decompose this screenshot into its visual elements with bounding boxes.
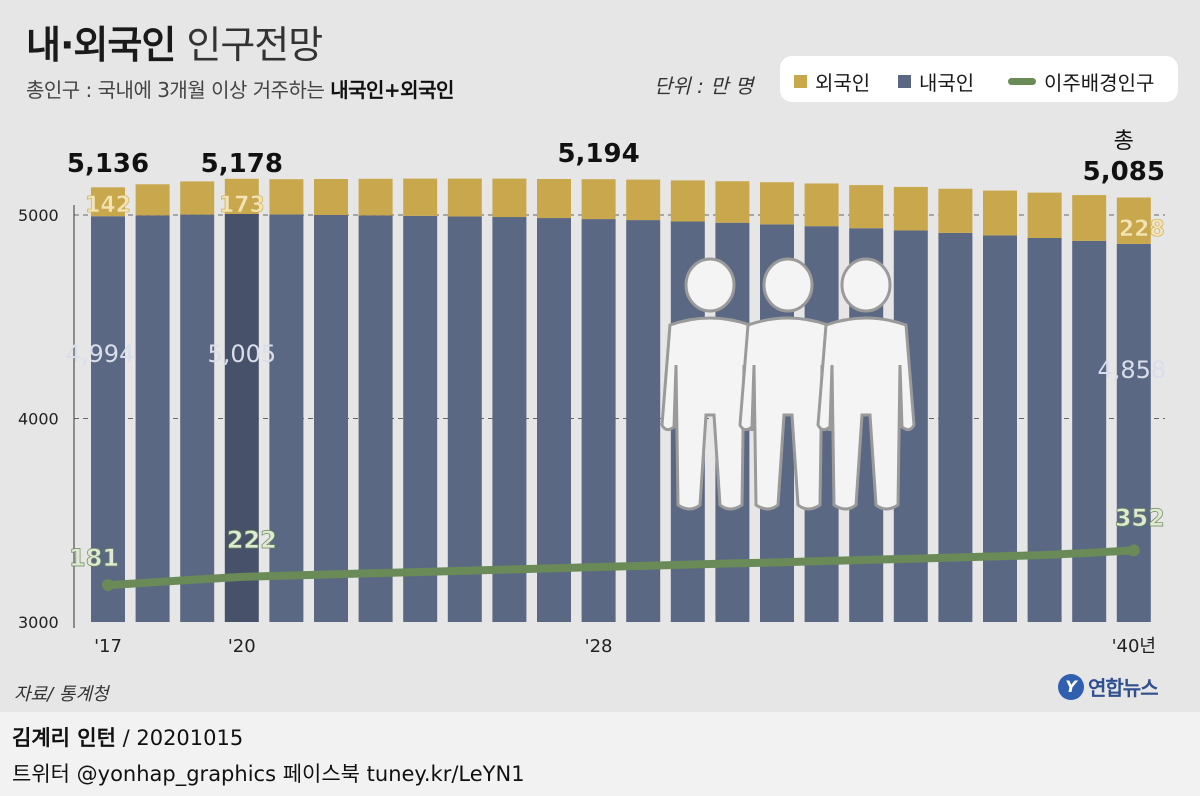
bar-domestic-2019: [180, 214, 215, 622]
y-tick-label-5000: 5000: [18, 206, 59, 225]
migrant-label-2020: 222: [227, 526, 277, 554]
bar-domestic-2036: [938, 232, 973, 622]
total-prefix-label: 총: [1114, 129, 1134, 154]
bar-foreign-2019: [180, 181, 215, 215]
migrant-label-2040: 352: [1115, 504, 1165, 532]
line-layer: [102, 544, 1140, 592]
bar-domestic-2025: [447, 216, 482, 622]
bar-foreign-2027: [537, 178, 571, 219]
logo-text: 연합뉴스: [1088, 676, 1159, 700]
x-tick-label-'40년: '40년: [1112, 636, 1156, 657]
x-tick-label-'20: '20: [228, 636, 256, 657]
person-figure: [660, 257, 760, 511]
title-bold: 내·외국인: [26, 23, 176, 67]
domestic-label-2020: 5,005: [207, 340, 276, 368]
publisher-logo: Y 연합뉴스: [1058, 672, 1159, 701]
footer-author: 김계리 인턴: [12, 726, 116, 750]
foreign-label-2040: 228: [1119, 217, 1165, 242]
legend-label-migrant: 이주배경인구: [1044, 71, 1155, 95]
domestic-label-2017: 4,994: [66, 340, 135, 368]
people-illustration: [660, 257, 916, 511]
bar-foreign-2020: [224, 178, 259, 214]
bar-foreign-2036: [938, 188, 973, 233]
bar-foreign-2035: [893, 186, 928, 231]
legend: 외국인 내국인 이주배경인구: [780, 56, 1178, 102]
subtitle-bold: 내국인+외국인: [330, 78, 454, 102]
total-label-2017: 5,136: [67, 149, 149, 179]
footer-date: / 20201015: [115, 726, 244, 750]
migrant-line: [104, 546, 1138, 590]
total-label-2020: 5,178: [201, 149, 283, 179]
chart-title: 내·외국인 인구전망: [26, 14, 323, 69]
y-tick-label-4000: 4000: [18, 410, 59, 429]
bar-domestic-2020: [224, 213, 259, 623]
legend-swatch-foreign: [794, 75, 807, 88]
bar-foreign-2021: [269, 179, 304, 215]
person-figure: [738, 257, 838, 511]
bar-domestic-2039: [1072, 240, 1107, 623]
bar-domestic-2026: [492, 217, 527, 622]
bar-domestic-2037: [983, 235, 1017, 622]
person-figure: [816, 257, 916, 511]
bar-foreign-2040: [1116, 197, 1151, 244]
bar-foreign-2031: [715, 181, 750, 223]
migrant-point-2040: [1127, 544, 1140, 557]
bar-foreign-2022: [314, 178, 348, 215]
footer-social: 트위터 @yonhap_graphics 페이스북 tuney.kr/LeYN1: [12, 762, 525, 786]
migrant-label-2017: 181: [69, 544, 119, 572]
x-tick-label-'28: '28: [585, 636, 613, 657]
bar-foreign-2032: [760, 182, 794, 225]
bar-foreign-2034: [849, 185, 884, 229]
bar-domestic-2028: [581, 219, 616, 622]
legend-line-migrant: [1008, 78, 1036, 85]
chart-subtitle: 총인구 : 국내에 3개월 이상 거주하는 내국인+외국인: [26, 74, 454, 103]
title-light: 인구전망: [186, 23, 323, 67]
bar-foreign-2038: [1027, 192, 1062, 238]
bar-domestic-2018: [135, 215, 170, 623]
source-note: 자료/ 통계청: [14, 684, 109, 705]
total-label-2028: 5,194: [557, 139, 639, 169]
bar-foreign-2029: [626, 179, 661, 221]
label-layer: '17 '20 '28 '40년 5,136 5,178 5,194 5,085 총 142 173…: [66, 129, 1167, 657]
bar-foreign-2018: [135, 184, 170, 216]
bar-domestic-2040: [1116, 243, 1151, 622]
subtitle-prefix: 총인구 : 국내에 3개월 이상 거주하는: [26, 78, 325, 102]
foreign-label-2017: 142: [85, 193, 131, 218]
migrant-point-2017: [102, 579, 114, 592]
bar-foreign-2030: [670, 180, 705, 222]
bar-foreign-2023: [358, 178, 393, 216]
bar-domestic-2038: [1027, 237, 1062, 623]
legend-item-foreign: 외국인: [794, 67, 870, 96]
bar-foreign-2028: [581, 179, 616, 220]
bar-foreign-2039: [1072, 195, 1107, 241]
bar-foreign-2025: [447, 178, 482, 217]
legend-label-foreign: 외국인: [815, 71, 871, 95]
total-label-2040: 5,085: [1083, 157, 1165, 187]
bar-domestic-2017: [91, 216, 125, 622]
bar-foreign-2017: [91, 187, 125, 217]
bar-domestic-2024: [403, 215, 438, 622]
domestic-label-2040: 4,858: [1097, 356, 1166, 384]
bar-domestic-2029: [626, 220, 661, 622]
legend-item-migrant: 이주배경인구: [1008, 67, 1154, 96]
legend-label-domestic: 내국인: [919, 71, 975, 95]
infographic: 내·외국인 인구전망 총인구 : 국내에 3개월 이상 거주하는 내국인+외국인…: [0, 0, 1200, 712]
legend-swatch-domestic: [898, 75, 911, 88]
bar-foreign-2026: [492, 178, 527, 218]
bar-domestic-2022: [314, 215, 348, 622]
x-tick-label-'17: '17: [94, 636, 122, 657]
bar-domestic-2027: [537, 218, 571, 623]
footer-credit: 김계리 인턴 / 20201015: [12, 722, 243, 752]
bar-domestic-2021: [269, 214, 304, 622]
foreign-label-2020: 173: [219, 193, 265, 218]
legend-item-domestic: 내국인: [898, 67, 974, 96]
bar-domestic-2023: [358, 215, 393, 623]
bar-foreign-2033: [804, 183, 839, 227]
bar-foreign-2037: [983, 190, 1017, 236]
bar-foreign-2024: [403, 178, 438, 216]
chart-plot: 3000 4000 5000 '17 '20 '28 '40년 5,136 5,178 5,19…: [18, 129, 1167, 657]
logo-mark: Y: [1058, 673, 1084, 700]
y-tick-label-3000: 3000: [18, 613, 59, 632]
unit-label: 단위 : 만 명: [654, 74, 754, 98]
